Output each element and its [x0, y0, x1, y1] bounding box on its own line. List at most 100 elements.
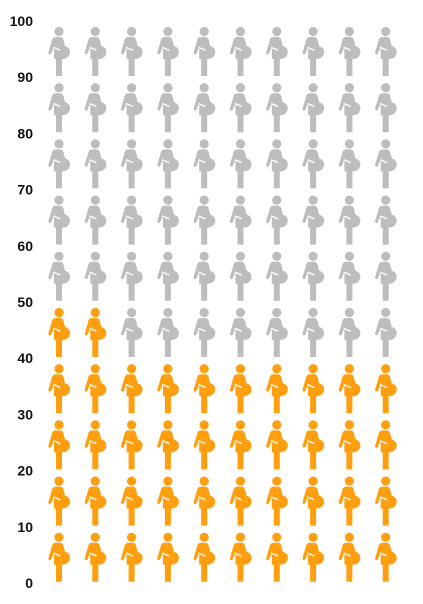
pregnant-woman-icon — [266, 307, 288, 357]
pregnant-woman-icon — [338, 364, 361, 414]
pregnant-woman-icon — [302, 251, 325, 301]
pregnant-woman-icon — [84, 307, 107, 357]
pregnant-woman-icon — [375, 195, 397, 245]
pregnant-woman-icon — [229, 307, 252, 357]
pregnant-woman-icon — [157, 420, 179, 470]
pregnant-woman-icon — [375, 307, 397, 357]
pregnant-woman-icon — [266, 251, 288, 301]
pregnant-woman-icon — [266, 83, 288, 133]
pregnant-woman-icon — [84, 476, 107, 526]
y-tick-label: 20 — [17, 463, 33, 479]
pregnant-woman-icon — [338, 251, 361, 301]
pregnant-woman-icon — [121, 476, 143, 526]
y-tick-label: 30 — [17, 406, 33, 422]
pregnant-woman-icon — [121, 83, 143, 133]
y-tick-label: 80 — [17, 125, 33, 141]
y-tick-label: 10 — [17, 519, 33, 535]
pregnant-woman-icon — [302, 26, 325, 76]
pregnant-woman-icon — [84, 251, 107, 301]
pregnant-woman-icon — [193, 195, 216, 245]
pregnant-woman-icon — [157, 251, 179, 301]
pregnant-woman-icon — [193, 476, 216, 526]
pregnant-woman-icon — [84, 26, 107, 76]
pregnant-woman-icon — [193, 251, 216, 301]
pregnant-woman-icon — [193, 307, 216, 357]
pregnant-woman-icon — [229, 139, 252, 189]
pregnant-woman-icon — [375, 26, 397, 76]
pregnant-woman-icon — [229, 476, 252, 526]
pregnant-woman-icon — [338, 532, 361, 582]
pregnant-woman-icon — [266, 139, 288, 189]
pregnant-woman-icon — [157, 26, 179, 76]
pregnant-woman-icon — [266, 420, 288, 470]
pregnant-woman-icon — [193, 26, 216, 76]
pregnant-woman-icon — [84, 420, 107, 470]
pregnant-woman-icon — [193, 364, 216, 414]
pregnant-woman-icon — [338, 26, 361, 76]
pregnant-woman-icon — [157, 476, 179, 526]
pregnant-woman-icon — [193, 139, 216, 189]
pregnant-woman-icon — [84, 195, 107, 245]
pregnant-woman-icon — [84, 532, 107, 582]
pregnant-woman-icon — [229, 532, 252, 582]
pregnant-woman-icon — [266, 26, 288, 76]
pregnant-woman-icon — [84, 83, 107, 133]
pregnant-woman-icon — [302, 195, 325, 245]
pregnant-woman-icon — [266, 195, 288, 245]
pregnant-woman-icon — [121, 307, 143, 357]
pregnant-woman-icon — [193, 532, 216, 582]
pregnant-woman-icon — [338, 476, 361, 526]
pregnant-woman-icon — [121, 139, 143, 189]
pregnant-woman-icon — [266, 364, 288, 414]
pregnant-woman-icon — [302, 532, 325, 582]
pregnant-woman-icon — [229, 420, 252, 470]
y-tick-label: 40 — [17, 350, 33, 366]
y-axis-tick-labels: 0 10 20 30 40 50 60 70 80 90 100 — [10, 13, 34, 591]
pregnant-woman-icon — [375, 83, 397, 133]
pregnant-woman-icon — [84, 139, 107, 189]
pregnant-woman-icon — [375, 139, 397, 189]
pregnant-woman-icon — [157, 364, 179, 414]
pregnant-woman-icon — [48, 251, 70, 301]
pregnant-woman-icon — [193, 83, 216, 133]
pregnant-woman-icon — [338, 195, 361, 245]
pregnant-woman-icon — [157, 195, 179, 245]
y-tick-label: 50 — [17, 294, 33, 310]
pregnant-woman-icon — [84, 364, 107, 414]
y-tick-label: 90 — [17, 69, 33, 85]
pregnant-woman-icon — [48, 307, 70, 357]
pregnant-woman-icon — [121, 251, 143, 301]
y-tick-label: 70 — [17, 182, 33, 198]
pregnant-woman-icon — [48, 26, 70, 76]
pregnant-woman-icon — [48, 139, 70, 189]
pregnant-woman-icon — [48, 195, 70, 245]
pregnant-woman-icon — [375, 420, 397, 470]
pregnant-woman-icon — [302, 364, 325, 414]
pregnant-woman-icon — [229, 364, 252, 414]
pregnant-woman-icon — [302, 420, 325, 470]
pregnant-woman-icon — [302, 139, 325, 189]
pregnant-woman-icon — [229, 83, 252, 133]
pregnant-woman-icon — [193, 420, 216, 470]
pregnant-woman-icon — [375, 364, 397, 414]
pregnant-woman-icon — [157, 83, 179, 133]
y-tick-label: 100 — [10, 13, 34, 29]
pregnant-woman-icon — [48, 364, 70, 414]
pregnant-woman-icon — [48, 532, 70, 582]
y-tick-label: 60 — [17, 238, 33, 254]
pregnant-woman-icon — [229, 251, 252, 301]
pregnant-woman-icon — [157, 307, 179, 357]
pregnant-woman-icon — [48, 420, 70, 470]
pregnant-woman-icon — [229, 26, 252, 76]
pregnant-woman-icon — [302, 83, 325, 133]
pregnant-woman-icon — [302, 307, 325, 357]
pregnant-woman-icon — [157, 139, 179, 189]
pregnant-woman-icon — [48, 83, 70, 133]
pregnant-woman-icon — [121, 364, 143, 414]
pregnant-woman-icon — [157, 532, 179, 582]
pregnant-woman-icon — [121, 420, 143, 470]
pregnant-woman-icon — [121, 532, 143, 582]
pregnant-woman-icon — [338, 139, 361, 189]
pregnant-woman-icon — [121, 195, 143, 245]
